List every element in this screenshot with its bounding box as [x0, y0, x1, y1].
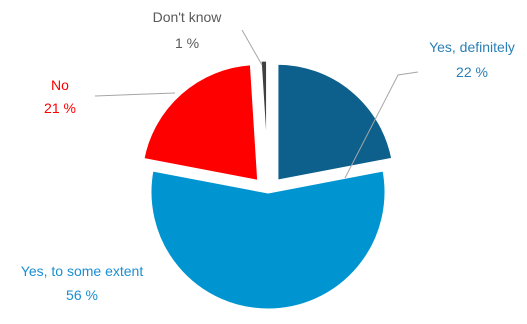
- slice-label-no: No: [51, 77, 69, 93]
- pie-slice-dont-know: [260, 60, 267, 178]
- leader-line-no: [95, 93, 175, 96]
- pie-slice-yes-some-extent: [150, 170, 386, 310]
- slice-label-yes-some-extent: Yes, to some extent: [21, 263, 144, 279]
- leader-line-dont-know: [242, 30, 262, 65]
- slice-value-yes-definitely: 22 %: [456, 64, 488, 80]
- pie-slice-yes-definitely: [277, 63, 393, 181]
- pie-slice-no: [143, 64, 259, 182]
- slice-label-yes-definitely: Yes, definitely: [429, 39, 515, 55]
- slice-label-dont-know: Don't know: [153, 9, 223, 25]
- slice-value-dont-know: 1 %: [175, 35, 199, 51]
- slice-value-no: 21 %: [44, 100, 76, 116]
- pie-slices: [143, 60, 393, 310]
- slice-value-yes-some-extent: 56 %: [66, 287, 98, 303]
